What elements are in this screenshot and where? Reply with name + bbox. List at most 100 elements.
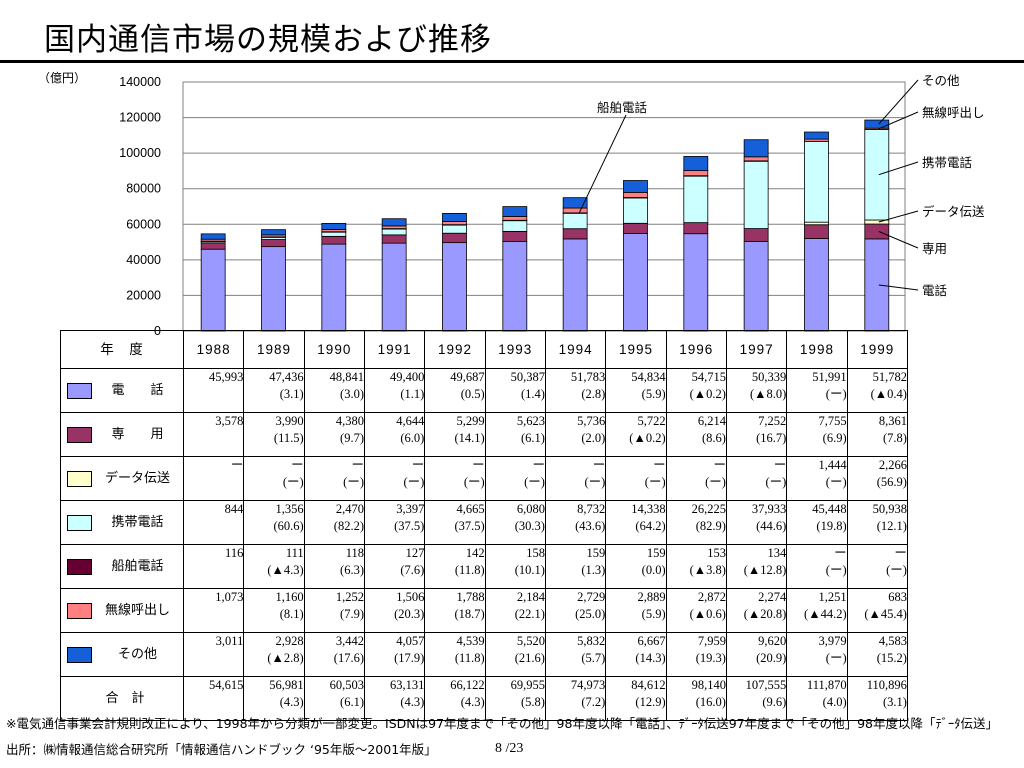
value: 66,122 [450, 678, 485, 692]
footnote: ※電気通信事業会計規則改正により、1998年から分類が一部変更。ISDNは97年… [6, 716, 999, 731]
growth-rate: (ー) [524, 475, 545, 489]
growth-rate: (6.1) [521, 431, 545, 445]
legend-swatch [67, 558, 92, 575]
value-cell: 4,539 (11.8) [424, 632, 486, 677]
stacked-bar-chart: 020000400006000080000100000120000140000 … [38, 71, 985, 335]
value: 54,715 [691, 370, 726, 384]
value-cell: 1,160 (8.1) [243, 588, 305, 633]
value: 159 [646, 546, 666, 560]
growth-rate: (▲2.8) [267, 651, 304, 665]
value-cell: 4,583 (15.2) [846, 632, 908, 677]
value: 2,274 [758, 590, 787, 604]
growth-rate: (19.3) [695, 651, 726, 665]
value-cell: 51,991 (ー) [786, 368, 848, 413]
value: 1,788 [456, 590, 485, 604]
value: 49,400 [389, 370, 425, 384]
bar-segment [743, 228, 769, 242]
value: 45,993 [208, 370, 244, 384]
growth-rate: (16.0) [695, 695, 726, 709]
year-cell: 1989 [243, 330, 305, 369]
title-rule [0, 60, 1024, 63]
legend-swatch [67, 602, 92, 619]
growth-rate: (ー) [825, 563, 847, 577]
value: 37,933 [751, 502, 787, 516]
value-cell: 1,444 (ー) [786, 456, 848, 501]
growth-rate: (ー) [644, 475, 666, 489]
growth-rate: (5.9) [641, 387, 666, 401]
legend-label: 電話 [922, 283, 947, 298]
value: ー [713, 458, 726, 472]
row-label-text: 携帯電話 [111, 515, 164, 530]
growth-rate: (4.3) [279, 695, 304, 709]
bar-segment [502, 216, 528, 221]
value: 3,011 [215, 634, 244, 648]
value: 1,073 [215, 590, 244, 604]
value-cell: 69,955 (5.8) [484, 676, 546, 721]
growth-rate: (0.0) [641, 563, 666, 577]
value-cell: ー (ー) [846, 544, 908, 589]
growth-rate: (ー) [343, 475, 364, 489]
value: 50,387 [510, 370, 545, 384]
value-cell: 1,506 (20.3) [363, 588, 426, 633]
value: 7,252 [758, 414, 787, 428]
year-cell: 1990 [303, 330, 365, 369]
bar-segment [261, 229, 286, 236]
value-cell: 142 (11.8) [424, 544, 486, 589]
growth-rate: (ー) [463, 475, 485, 489]
bar-segment [200, 233, 226, 240]
value-cell: 159 (0.0) [605, 544, 667, 589]
value-cell: 54,615 [182, 676, 245, 721]
value-cell: 683 (▲45.4) [846, 588, 908, 633]
value-cell: 6,080 (30.3) [484, 500, 546, 545]
bar-segment [562, 228, 588, 240]
value: 2,470 [335, 502, 364, 516]
value: 1,160 [275, 590, 304, 604]
value-cell: ー (ー) [243, 456, 305, 501]
growth-rate: (1.4) [521, 387, 545, 401]
legend-swatch [67, 382, 92, 399]
legend-label: データ伝送 [922, 204, 985, 219]
value-cell: 111 (▲4.3) [243, 544, 305, 589]
legend-swatch [67, 646, 92, 663]
value: 50,339 [751, 370, 787, 384]
source-note: 出所：㈱情報通信総合研究所「情報通信ハンドブック ‘95年版～2001年版」 [6, 742, 437, 757]
y-tick-label: 40000 [126, 253, 161, 267]
growth-rate: (9.6) [762, 695, 787, 709]
value: 6,080 [516, 502, 545, 516]
value: 159 [586, 546, 606, 560]
value-cell: 153 (▲3.8) [665, 544, 727, 589]
bar-segment [623, 191, 648, 198]
growth-rate: (14.3) [635, 651, 666, 665]
legend-leader [878, 210, 919, 223]
value: 74,973 [570, 678, 606, 692]
value-cell: 7,959 (19.3) [665, 632, 727, 677]
value: 60,503 [329, 678, 364, 692]
value-cell: 2,889 (5.9) [605, 588, 667, 633]
value-cell: 5,520 (21.6) [484, 632, 546, 677]
plot-frame [182, 81, 906, 332]
value-cell: 9,620 (20.9) [725, 632, 788, 677]
bar-segment [743, 160, 769, 229]
value-cell: 56,981 (4.3) [243, 676, 305, 721]
value: 1,252 [335, 590, 364, 604]
value: 158 [526, 546, 545, 560]
value: 127 [405, 546, 425, 560]
value-cell: 45,448 (19.8) [786, 500, 848, 545]
bar-segment [442, 224, 467, 234]
growth-rate: (21.6) [514, 651, 545, 665]
value: 3,979 [818, 634, 847, 648]
value: 26,225 [691, 502, 726, 516]
value: 844 [224, 502, 244, 516]
growth-rate: (10.1) [514, 563, 545, 577]
year-cell: 1995 [605, 330, 667, 369]
growth-rate: (11.8) [454, 563, 485, 577]
value: 2,889 [637, 590, 666, 604]
growth-rate: (ー) [705, 475, 726, 489]
bar-segment [804, 140, 829, 223]
annotation: 船舶電話 [578, 100, 647, 214]
growth-rate: (64.2) [635, 519, 666, 533]
y-axis-unit: （億円） [38, 71, 86, 85]
value-cell: 54,834 (5.9) [605, 368, 667, 413]
row-label: 携帯電話 [60, 500, 184, 545]
value: 51,782 [872, 370, 907, 384]
